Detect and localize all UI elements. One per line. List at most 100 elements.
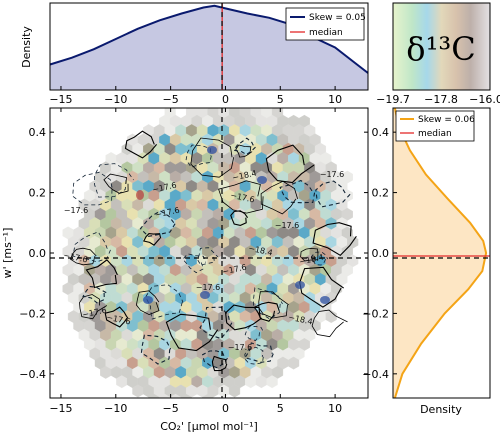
contour-solid (265, 144, 315, 184)
contour-solid (258, 291, 289, 319)
contour-dashed (185, 144, 212, 168)
colorbar-tick-0: −19.7 (376, 93, 410, 106)
contour-label: −17.6 (64, 206, 89, 215)
main-ylabel: w' [ms⁻¹] (1, 228, 14, 279)
contour-dashed (252, 287, 283, 320)
main-y-tick-label: −0.4 (19, 368, 46, 381)
contour-labels: −18.4 −17.6−17.6−17.6−17.6−17.6−17.6−17.6… (63, 169, 345, 352)
contour-solid (142, 233, 162, 246)
contour-solid (79, 294, 108, 320)
contour-label: −17.6 (275, 221, 300, 230)
right-legend-median: median (418, 129, 452, 139)
contour-solid (300, 247, 319, 262)
main-x-tick-label: 5 (277, 402, 284, 415)
contour-solid (124, 130, 158, 159)
contour-solid (104, 306, 129, 328)
contour-dashed (244, 325, 265, 341)
hexbin-cell (288, 356, 300, 370)
top-x-tick-label: −5 (163, 93, 179, 106)
main-panel: −18.4 −17.6−17.6−17.6−17.6−17.6−17.6−17.6… (1, 107, 369, 433)
contour-dashed (244, 342, 274, 363)
top-frame (49, 2, 369, 91)
contour-core-red (136, 190, 144, 200)
contour-dashed (315, 180, 351, 208)
contour-solid (260, 180, 298, 215)
colorbar-title: δ¹³C (406, 30, 475, 68)
right-legend: Skew = 0.06 median (395, 110, 475, 142)
hexbin-cell (229, 384, 241, 398)
top-ylabel: Density (20, 26, 33, 68)
main-x-tick-label: −15 (49, 402, 72, 415)
contour-dashed (197, 247, 219, 266)
contour-solid (211, 355, 228, 372)
contour-label: −17.6 (196, 283, 221, 292)
contour-solid (311, 309, 348, 338)
colorbar-gradient (392, 2, 491, 91)
contour-solid (103, 173, 129, 194)
contour-solid (135, 290, 160, 316)
right-y-tick-label: 0.0 (372, 247, 390, 260)
contour-core (200, 291, 210, 299)
contour-solid (225, 304, 263, 331)
contour-core (295, 281, 305, 289)
right-y-tick-label: 0.2 (372, 187, 390, 200)
contour-core (143, 296, 153, 304)
colorbar-tick-1: −17.8 (424, 93, 458, 106)
contour-dashed (199, 306, 233, 340)
right-xlabel: Density (420, 403, 462, 416)
contour-dashed (182, 253, 207, 274)
contour-solid (85, 259, 118, 289)
main-x-tick-label: −10 (104, 402, 127, 415)
colorbar-tick-2: −16.0 (469, 93, 500, 106)
right-y-ticks: 0.4 0.2 0.0 −0.2 −0.4 (362, 126, 397, 381)
top-legend-median: median (309, 28, 343, 38)
main-xlabel: CO₂' [μmol mol⁻¹] (160, 420, 258, 433)
top-x-tick-label: 5 (277, 93, 284, 106)
hexbin-cell (266, 375, 278, 389)
right-density-fill (393, 108, 487, 398)
colorbar-panel: δ¹³C −19.7 −17.8 −16.0 (376, 2, 500, 106)
top-marginal-panel: −15 −10 −5 0 5 10 Density Skew = 0.05 median (20, 2, 369, 106)
contour-solid (218, 180, 264, 214)
contour-dashed (233, 137, 256, 156)
hexbin-cell (202, 393, 214, 398)
top-x-tick-label: 10 (328, 93, 342, 106)
main-y-tick-label: 0.0 (29, 247, 47, 260)
hexbin-cell (325, 310, 337, 324)
main-x-tick-label: −5 (163, 402, 179, 415)
right-marginal-panel: 0.4 0.2 0.0 −0.2 −0.4 Density Skew = 0.06 me… (362, 107, 491, 416)
contour-dashed (279, 179, 316, 204)
main-x-tick-label: 0 (222, 402, 229, 415)
contour-dashed (310, 251, 328, 266)
main-x-ticks: −15 −10 −5 0 5 10 (49, 108, 342, 415)
top-legend: Skew = 0.05 median (285, 7, 366, 41)
main-y-ticks: 0.4 0.2 0.0 −0.2 −0.4 (19, 126, 368, 381)
contour-solid (190, 137, 235, 178)
top-x-tick-label: −10 (104, 93, 127, 106)
contour-dashed (82, 286, 108, 304)
contour-core (207, 146, 217, 154)
right-legend-skew: Skew = 0.06 (418, 115, 475, 125)
main-y-tick-label: 0.2 (29, 187, 47, 200)
right-density-curve (393, 107, 488, 399)
contour-solid (312, 222, 357, 256)
contour-solid (69, 247, 97, 266)
contour-dashed (139, 210, 176, 237)
contour-dashed (140, 334, 172, 365)
top-x-tick-label: 0 (222, 93, 229, 106)
contour-dashed (244, 346, 264, 365)
main-y-tick-label: −0.2 (19, 307, 46, 320)
top-x-ticks: −15 −10 −5 0 5 10 (49, 86, 342, 106)
main-y-tick-label: 0.4 (29, 126, 47, 139)
contour-solid (165, 313, 219, 352)
contour-label: −17.6 (228, 343, 253, 352)
contour-dashed (72, 171, 113, 206)
right-y-tick-label: −0.4 (362, 368, 389, 381)
top-legend-skew: Skew = 0.05 (309, 13, 366, 23)
contour-dashed (72, 231, 111, 263)
contour-core (257, 176, 267, 184)
top-x-tick-label: −15 (49, 93, 72, 106)
contour-lines (69, 130, 357, 372)
contour-dashed (201, 350, 228, 369)
